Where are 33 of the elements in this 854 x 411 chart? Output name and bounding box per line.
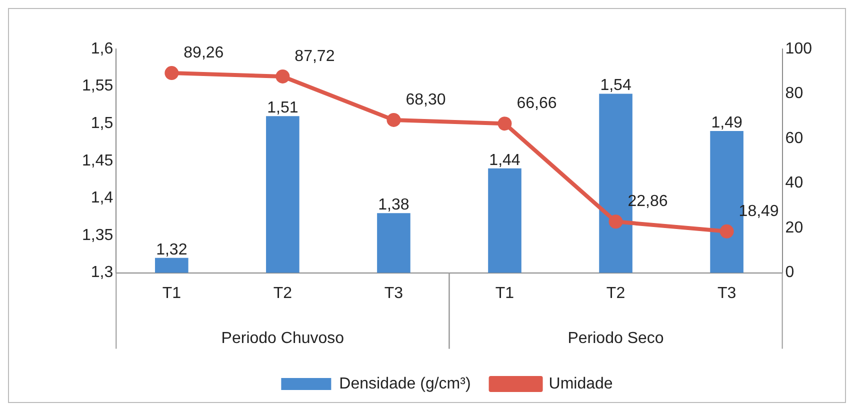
y-tick-label: 1,35 — [82, 226, 114, 244]
y2-tick-label: 40 — [785, 174, 804, 192]
text: Periodo Chuvoso — [221, 330, 344, 348]
legend-label: Umidade — [548, 375, 613, 392]
y2-tick-label: 20 — [785, 219, 804, 236]
data-label: 87,72 — [294, 48, 335, 65]
y-tick-label: 1,5 — [90, 115, 114, 132]
x-tick-label: T3 — [717, 284, 736, 302]
data-label: 66,66 — [516, 95, 557, 112]
y2-tick-label: 100 — [785, 40, 812, 58]
data-label: 1,54 — [600, 77, 632, 94]
y2-tick-label: 80 — [785, 85, 804, 102]
text: Periodo Seco — [568, 330, 664, 348]
x-tick-label: T1 — [162, 284, 182, 302]
x-tick-label: T3 — [384, 284, 404, 302]
y2-tick-label: 60 — [785, 130, 804, 147]
x-tick-label: T1 — [495, 284, 514, 302]
data-label: 1,49 — [711, 114, 742, 132]
y-tick-label: 1,55 — [82, 78, 114, 95]
y-tick-label: 1,4 — [90, 190, 114, 207]
y-tick-label: 1,3 — [90, 264, 114, 282]
legend-label: Densidade (g/cm³) — [339, 375, 471, 392]
x-tick-label: T2 — [606, 284, 626, 302]
data-label: 68,30 — [406, 91, 446, 108]
y2-tick-label: 0 — [785, 264, 794, 282]
y-tick-label: 1,45 — [82, 152, 114, 170]
data-label: 1,38 — [378, 196, 410, 214]
y-tick-label: 1,6 — [90, 40, 114, 58]
data-label: 1,32 — [156, 241, 188, 258]
data-label: 89,26 — [184, 44, 224, 62]
data-label: 1,44 — [489, 152, 520, 169]
x-tick-label: T2 — [273, 284, 292, 302]
data-label: 1,51 — [267, 100, 298, 117]
